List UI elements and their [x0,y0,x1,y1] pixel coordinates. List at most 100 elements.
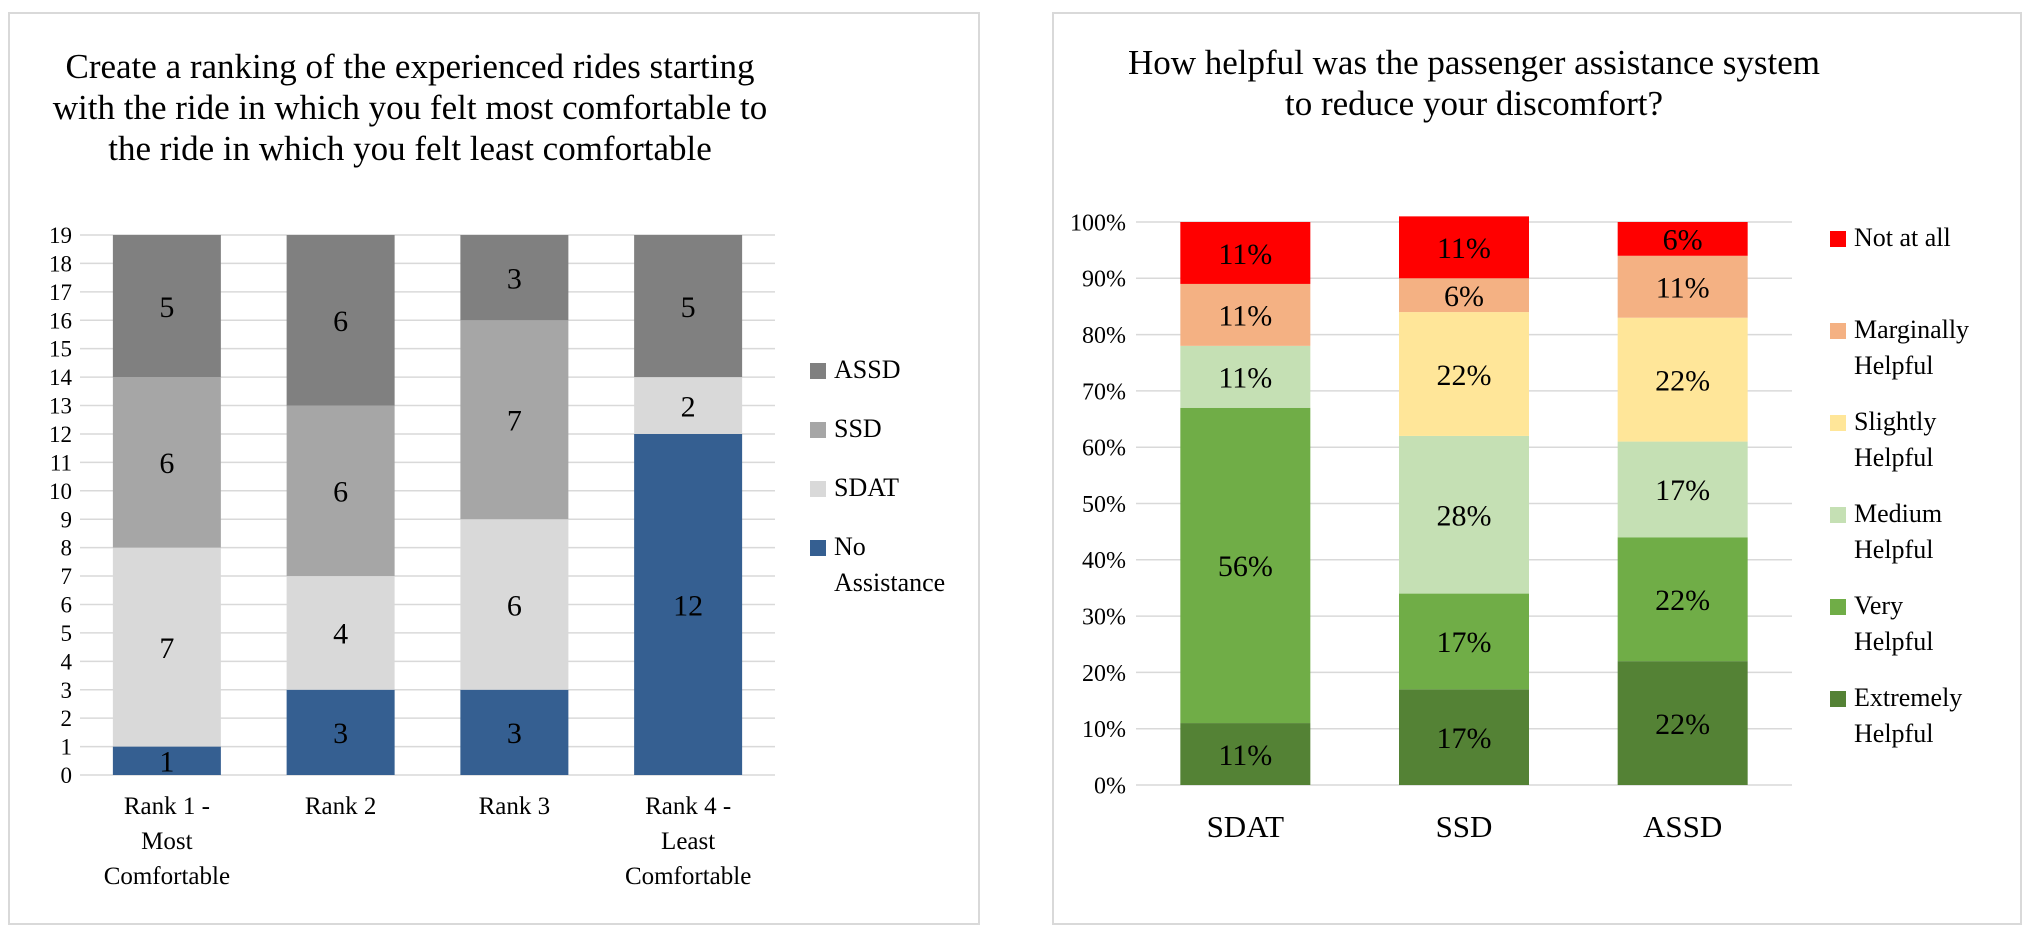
legend-swatch-no-assistance [810,540,826,556]
data-label: 22% [1655,708,1710,741]
data-label: 56% [1218,550,1273,583]
bar-no-assistance-rank-3 [460,689,569,775]
y-tick-label: 19 [49,223,72,248]
y-tick-label: 18 [49,251,72,276]
data-label: 11% [1437,232,1491,265]
bar-no-assistance-rank-1-most-comfortable [112,746,221,775]
legend-label-assd: ASSD [834,355,900,384]
y-tick-label: 30% [1082,605,1126,631]
y-tick-label: 13 [49,394,72,419]
legend-swatch-ssd [810,422,826,438]
legend-swatch-medium-helpful [1830,507,1846,523]
bar-medium-helpful-ssd [1399,435,1529,594]
y-tick-label: 80% [1082,323,1126,349]
x-tick-label: Rank 2 [305,793,377,820]
data-label: 17% [1437,626,1492,659]
bar-marginally-helpful-sdat [1180,283,1311,346]
data-label: 11% [1218,238,1272,271]
data-label: 22% [1655,364,1710,397]
y-tick-label: 0% [1094,773,1126,799]
data-label: 6 [507,589,522,622]
data-label: 3 [507,262,522,295]
data-label: 4 [333,618,348,651]
legend-label-ssd: SSD [834,414,882,443]
data-label: 17% [1655,474,1710,507]
data-label: 5 [159,291,174,324]
legend-label-slightly-helpful: Helpful [1854,443,1933,472]
data-label: 6 [333,476,348,509]
bar-assd-rank-1-most-comfortable [112,235,221,378]
x-tick-label: ASSD [1643,809,1722,844]
legend-swatch-slightly-helpful [1830,415,1846,431]
bar-extremely-helpful-sdat [1180,723,1311,785]
data-label: 22% [1437,359,1492,392]
data-label: 3 [507,717,522,750]
bar-ssd-rank-1-most-comfortable [112,377,221,548]
bar-extremely-helpful-assd [1617,661,1748,785]
legend-label-marginally-helpful: Marginally [1854,315,1969,344]
legend-label-medium-helpful: Helpful [1854,535,1933,564]
data-label: 6% [1444,280,1484,313]
y-tick-label: 1 [61,735,73,760]
y-tick-label: 2 [61,706,73,731]
bar-extremely-helpful-ssd [1399,689,1529,785]
data-label: 6 [159,447,174,480]
bar-marginally-helpful-ssd [1399,278,1529,313]
x-tick-label: SDAT [1207,809,1285,844]
y-tick-label: 0 [61,763,73,788]
x-tick-label: Comfortable [625,863,751,890]
legend-label-sdat: SDAT [834,473,899,502]
bar-assd-rank-3 [460,235,569,321]
legend-swatch-sdat [810,481,826,497]
legend-swatch-marginally-helpful [1830,323,1846,339]
bar-sdat-rank-1-most-comfortable [112,547,221,747]
bar-not-at-all-assd [1617,222,1748,256]
y-tick-label: 40% [1082,548,1126,574]
data-label: 2 [681,390,696,423]
helpfulness-chart-title: How helpful was the passenger assistance… [1127,43,1821,123]
data-label: 17% [1437,722,1492,755]
data-label: 7 [507,405,522,438]
data-label: 11% [1218,300,1272,333]
y-tick-label: 10 [49,479,72,504]
data-label: 11% [1218,739,1272,772]
bar-not-at-all-sdat [1180,222,1311,284]
data-label: 12 [673,589,703,622]
bar-ssd-rank-2 [286,405,395,577]
y-tick-label: 12 [49,422,72,447]
legend-swatch-not-at-all [1830,231,1846,247]
y-tick-label: 14 [49,365,73,390]
x-tick-label: Rank 1 - [124,793,210,820]
bar-no-assistance-rank-4-least-comfortable [634,433,743,775]
helpfulness-chart-panel: How helpful was the passenger assistance… [1052,12,2022,925]
y-tick-label: 6 [61,593,73,618]
y-tick-label: 100% [1070,210,1126,236]
legend-swatch-assd [810,363,826,379]
data-label: 6 [333,305,348,338]
bar-sdat-rank-3 [460,519,569,690]
bar-slightly-helpful-ssd [1399,312,1529,436]
y-tick-label: 16 [49,308,72,333]
x-tick-label: SSD [1436,809,1493,844]
data-label: 3 [333,717,348,750]
x-tick-label: Most [141,828,192,855]
legend-label-not-at-all: Not at all [1854,223,1951,252]
data-label: 22% [1655,584,1710,617]
y-tick-label: 4 [61,649,73,674]
data-label: 11% [1656,272,1710,305]
y-tick-label: 9 [61,507,73,532]
data-label: 1 [159,746,174,779]
y-tick-label: 90% [1082,267,1126,293]
legend-label-no-assistance: No [834,532,866,561]
y-tick-label: 60% [1082,436,1126,462]
legend-label-medium-helpful: Medium [1854,499,1942,528]
bar-not-at-all-ssd [1399,216,1529,279]
data-label: 7 [159,632,174,665]
bar-sdat-rank-4-least-comfortable [634,377,743,434]
legend-label-very-helpful: Very [1854,591,1903,620]
legend-label-extremely-helpful: Extremely [1854,683,1962,712]
bar-ssd-rank-3 [460,320,569,520]
bar-very-helpful-ssd [1399,593,1529,690]
y-tick-label: 17 [49,280,72,305]
